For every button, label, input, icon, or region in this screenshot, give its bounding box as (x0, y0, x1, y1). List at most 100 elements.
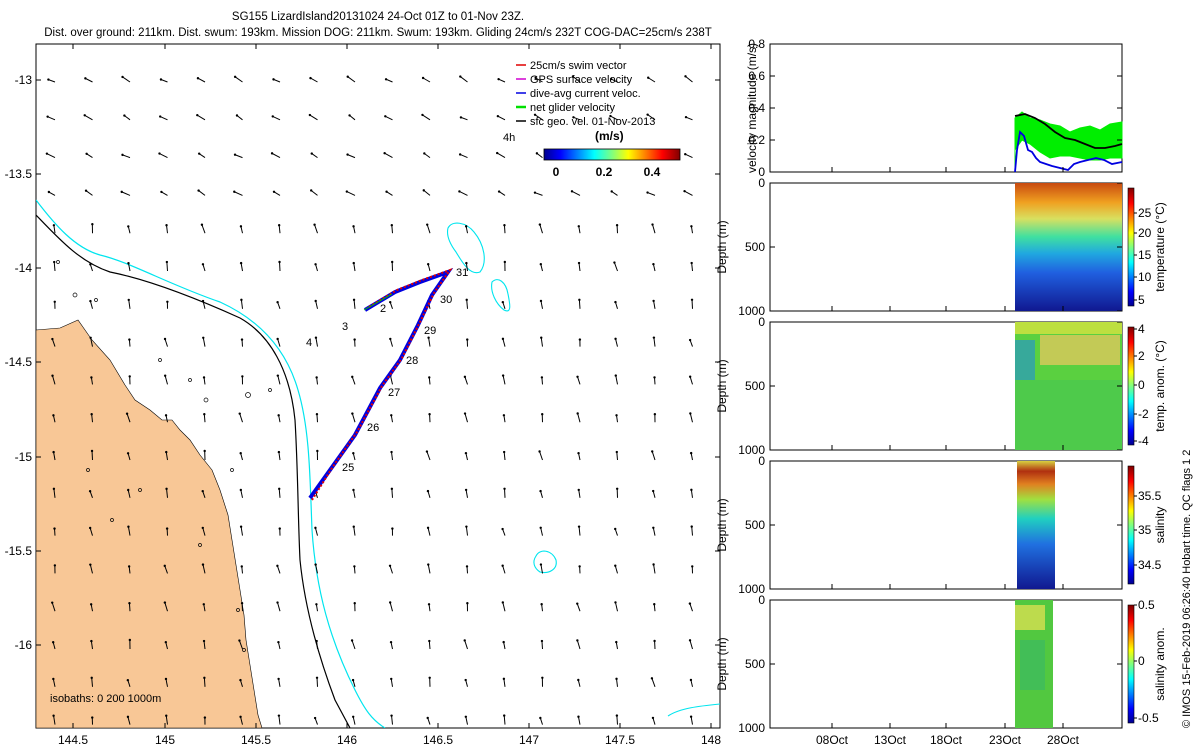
velocity-arrow (278, 488, 281, 498)
velocity-arrow-head (351, 678, 355, 682)
velocity-arrow-head (196, 113, 199, 117)
date-tick-label: 18Oct (930, 733, 963, 747)
velocity-arrow (390, 678, 393, 687)
velocity-arrow-head (233, 190, 236, 193)
velocity-arrow-head (423, 152, 426, 155)
velocity-arrow-head (390, 487, 394, 491)
title-line-2: Dist. over ground: 211km. Dist. swum: 19… (44, 27, 712, 39)
y-tick-label: 0 (758, 176, 765, 190)
velocity-arrow-head (126, 678, 130, 682)
salinity-colorbar (1127, 465, 1135, 585)
velocity-arrow (464, 413, 468, 423)
velocity-arrow (166, 488, 168, 498)
velocity-arrow (578, 526, 581, 536)
velocity-arrow-head (314, 526, 317, 530)
velocity-arrow-head (501, 300, 505, 304)
glider-track-green (363, 293, 393, 311)
velocity-arrow (197, 114, 206, 121)
velocity-arrow (197, 77, 206, 83)
y-tick-label: 1000 (738, 721, 765, 735)
velocity-arrow (466, 299, 468, 309)
velocity-arrow (164, 375, 168, 385)
velocity-arrow-head (615, 414, 618, 417)
velocity-arrow-head (533, 191, 537, 194)
velocity-arrow-head (90, 676, 93, 680)
velocity-arrow-head (576, 375, 579, 378)
velocity-arrow-head (125, 412, 129, 415)
colorbar-tick-2: 0.4 (644, 165, 661, 179)
velocity-arrow-head (353, 338, 356, 341)
velocity-arrow-head (391, 527, 394, 530)
velocity-arrow (616, 678, 618, 687)
velocity-arrow-head (277, 714, 281, 717)
velocity-arrow (653, 564, 656, 574)
velocity-arrow-head (89, 336, 92, 339)
velocity-arrow (198, 190, 206, 196)
colorbar-tick-label: 35.5 (1138, 489, 1162, 503)
velocity-arrow (465, 489, 468, 498)
velocity-arrow-head (690, 298, 694, 302)
velocity-arrow-head (277, 414, 280, 417)
velocity-arrow-head (427, 563, 430, 566)
velocity-arrow-head (539, 263, 543, 266)
salinity-anomaly-ylabel: Depth (m) (715, 637, 729, 690)
velocity-arrow-head (89, 299, 92, 303)
date-tick-label: 08Oct (816, 733, 849, 747)
velocity-arrow-head (652, 299, 655, 303)
velocity-arrow-head (690, 488, 693, 492)
velocity-arrow-head (308, 113, 312, 117)
colorbar-tick-label: -0.5 (1138, 711, 1159, 725)
lon-tick-label: 147 (519, 733, 539, 747)
velocity-arrow-head (201, 263, 205, 266)
velocity-arrow-head (235, 114, 239, 117)
velocity-arrow (428, 337, 431, 347)
velocity-arrow (85, 77, 93, 83)
y-tick-label: 0.4 (748, 101, 765, 115)
velocity-arrow (610, 115, 618, 121)
velocity-arrow-head (315, 376, 318, 379)
velocity-arrow (647, 192, 656, 196)
velocity-arrow-head (426, 526, 430, 530)
velocity-arrow-head (390, 414, 393, 417)
velocity-arrow (685, 75, 693, 83)
velocity-arrow-head (352, 525, 355, 528)
y-tick-label: 0 (758, 315, 765, 329)
velocity-arrow (89, 527, 93, 536)
velocity-arrow-head (614, 564, 617, 567)
velocity-arrow (576, 640, 581, 650)
velocity-arrow (389, 375, 393, 385)
velocity-arrow (351, 640, 356, 650)
velocity-arrow-head (233, 153, 237, 156)
colorbar-tick-label: -4 (1138, 434, 1149, 448)
lat-tick-label: -16 (15, 638, 33, 652)
velocity-arrow-head (89, 603, 93, 606)
temperature-cblabel: temperature (°C) (1153, 202, 1167, 292)
velocity-arrow-head (345, 190, 349, 193)
velocity-arrow-head (538, 223, 542, 226)
velocity-arrow-head (47, 78, 50, 81)
surface-velocity-field (45, 75, 694, 725)
velocity-arrow (503, 225, 506, 234)
velocity-arrow (121, 191, 131, 196)
colorbar-unit: (m/s) (595, 129, 624, 143)
velocity-arrow (496, 152, 506, 159)
velocity-arrow-head (384, 78, 388, 81)
velocity-arrow-head (653, 603, 656, 606)
velocity-arrow (52, 678, 56, 687)
velocity-arrow-head (390, 260, 394, 264)
velocity-arrow (689, 413, 693, 423)
velocity-arrow-head (353, 602, 356, 605)
velocity-arrow-head (614, 337, 617, 341)
velocity-arrow (52, 375, 56, 385)
geo-speed-line (1014, 113, 1123, 149)
velocity-arrow-head (88, 526, 92, 530)
reef-outline-3 (533, 550, 557, 574)
map-legend: 25cm/s swim vector GPS surface velocity … (503, 60, 681, 179)
colorbar-tick-label: 0.5 (1138, 598, 1155, 612)
colorbar-tick-label: 10 (1138, 270, 1152, 284)
velocity-arrow-head (609, 114, 612, 118)
velocity-arrow-head (278, 487, 281, 491)
velocity-arrow (314, 527, 318, 536)
velocity-arrow-head (426, 716, 429, 720)
velocity-arrow-head (390, 450, 393, 454)
